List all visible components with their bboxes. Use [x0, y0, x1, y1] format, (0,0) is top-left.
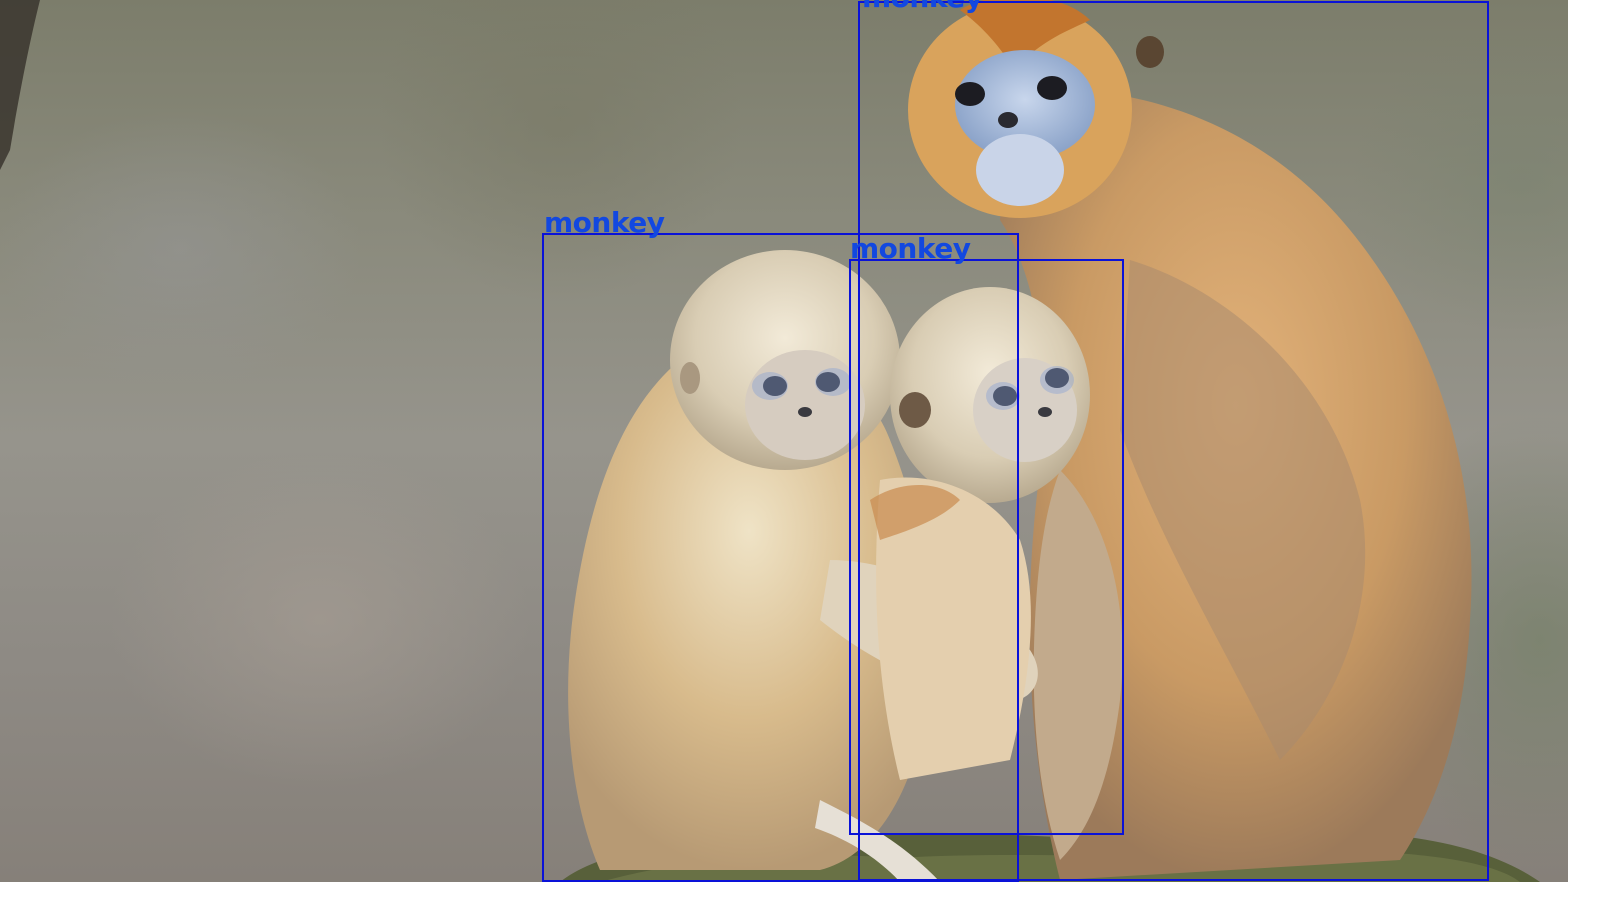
detection-box-left-monkey: [542, 233, 1019, 882]
photo-canvas: monkey monkey monkey: [0, 0, 1568, 882]
detection-box-adult-monkey: [858, 1, 1489, 881]
detection-label-left-monkey: monkey: [544, 206, 665, 239]
detection-box-baby-monkey: [849, 259, 1124, 835]
monkey-family-photo: [0, 0, 1540, 882]
detection-label-baby-monkey: monkey: [850, 232, 971, 265]
detection-label-adult-monkey: monkey: [862, 0, 983, 12]
